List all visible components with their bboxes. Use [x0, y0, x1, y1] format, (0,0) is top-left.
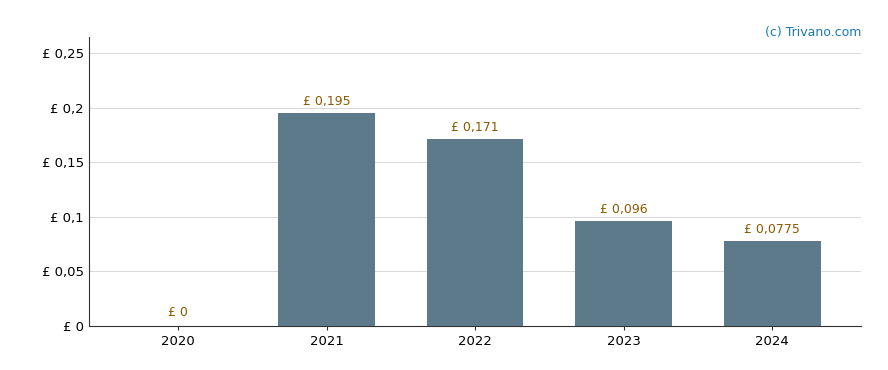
Bar: [724, 241, 821, 326]
Text: £ 0,0775: £ 0,0775: [744, 223, 800, 236]
Text: £ 0,096: £ 0,096: [599, 203, 647, 216]
Text: (c) Trivano.com: (c) Trivano.com: [765, 26, 861, 39]
Bar: [575, 221, 672, 326]
Text: £ 0,195: £ 0,195: [303, 95, 351, 108]
Bar: [278, 113, 375, 326]
Text: £ 0: £ 0: [168, 306, 188, 319]
Bar: [427, 139, 523, 326]
Text: £ 0,171: £ 0,171: [451, 121, 499, 134]
